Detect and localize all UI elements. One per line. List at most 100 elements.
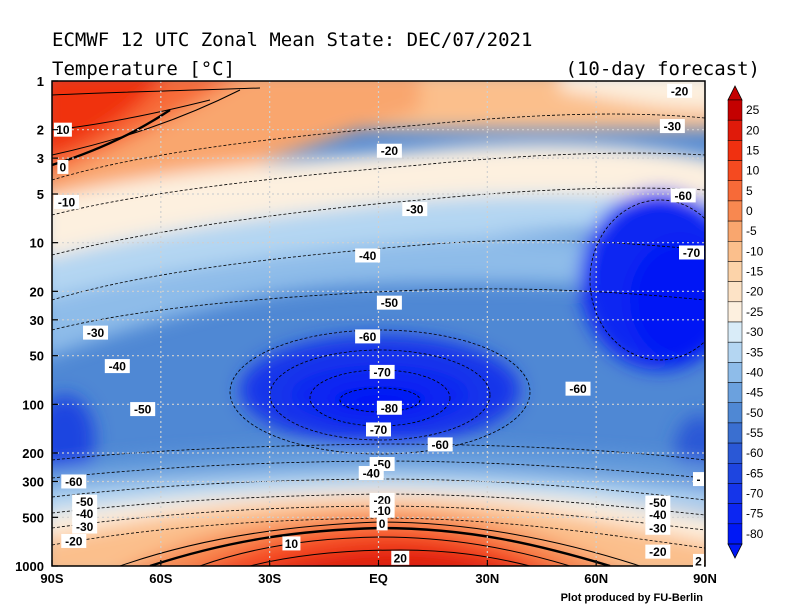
contour-label-text: -80 [381, 401, 399, 415]
x-tick-label: 90S [40, 571, 63, 586]
contour-label-text: 2 [695, 554, 702, 568]
colorbar-tick-label: -45 [746, 386, 764, 400]
contour-label: -70 [369, 364, 395, 379]
colorbar-tick-label: -15 [746, 265, 764, 279]
contour-label-bg [376, 143, 402, 158]
contour-label-bg [358, 466, 384, 481]
colorbar-tick-label: 15 [746, 143, 760, 157]
contour-label: -60 [61, 474, 87, 489]
contour-label-bg [83, 325, 109, 340]
contour-label-bg [376, 295, 402, 310]
contour-label-bg [369, 492, 395, 507]
colorbar-bottom-arrow [727, 543, 743, 559]
contour-label-text: 0 [60, 160, 67, 174]
contour-label-bg [565, 381, 591, 396]
contour-label-text: -50 [649, 496, 667, 510]
contour-label: -60 [565, 381, 591, 396]
contour-label: -60 [355, 329, 381, 344]
y-tick-label: 1 [37, 74, 44, 89]
contour-label: -30 [659, 119, 685, 134]
colorbar-tick-label: -50 [746, 406, 764, 420]
y-tick-label: 5 [37, 187, 44, 202]
contour-label-bg [72, 519, 98, 534]
y-tick-label: 20 [30, 284, 44, 299]
colorbar-swatch [727, 503, 743, 525]
contour-label: -40 [104, 359, 130, 374]
contour-label-text: -10 [58, 195, 76, 209]
colorbar-tick-label: 20 [746, 123, 760, 137]
y-tick-label: 30 [30, 313, 44, 328]
contour-label-text: 20 [394, 551, 408, 565]
y-tick-label: 200 [22, 446, 44, 461]
contour-label-bg [670, 188, 696, 203]
contour-label: -20 [645, 544, 671, 559]
contour-label: -70 [366, 422, 391, 437]
contour-label: -80 [376, 400, 402, 415]
contour-label: 0 [57, 159, 69, 174]
contour-label: 2 [693, 553, 704, 568]
contour-label-text: -20 [381, 144, 399, 158]
x-tick-label: 60N [584, 571, 608, 586]
contour-label-bg [376, 400, 402, 415]
contour-label-text: 0 [379, 517, 386, 531]
contour-label-text: -30 [76, 520, 94, 534]
colorbar-swatch [727, 281, 743, 303]
contour-label: -50 [130, 402, 156, 417]
contour-label-text: - [697, 473, 701, 487]
colorbar-tick-label: -65 [746, 466, 764, 480]
contour-label: -20 [376, 143, 402, 158]
chart-title: ECMWF 12 UTC Zonal Mean State: DEC/07/20… [52, 29, 532, 51]
colorbar-swatch [727, 341, 743, 363]
x-tick-label: 60S [149, 571, 172, 586]
contour-label: -70 [679, 245, 704, 260]
colorbar-swatch [727, 442, 743, 464]
contour-label-text: -40 [359, 249, 377, 263]
contour-label: -10 [54, 194, 80, 209]
colorbar-swatch [727, 200, 743, 222]
contour-label-text: -50 [76, 495, 94, 509]
colorbar-swatch [727, 220, 743, 242]
contour-label-bg [355, 248, 381, 263]
y-tick-label: 2 [37, 123, 44, 138]
y-tick-label: 500 [22, 510, 44, 525]
contour-label-text: -70 [683, 246, 701, 260]
contour-label: -40 [355, 248, 381, 263]
contour-label-text: -40 [76, 507, 94, 521]
contour-label-text: 10 [56, 123, 70, 137]
colorbar-swatch [727, 119, 743, 141]
contour-label-bg [645, 520, 671, 535]
colorbar-tick-label: -70 [746, 487, 764, 501]
y-tick-label: 3 [37, 151, 44, 166]
contour-label: 10 [53, 122, 72, 137]
colorbar-tick-label: -55 [746, 426, 764, 440]
contour-label-bg [366, 422, 391, 437]
y-tick-label: 300 [22, 474, 44, 489]
contour-label-bg [72, 494, 98, 509]
colorbar-tick-label: -80 [746, 527, 764, 541]
colorbar-swatch [727, 160, 743, 181]
contour-label-bg [693, 472, 704, 487]
x-axis: 90S 60S 30S EQ 30N 60N 90N [40, 560, 717, 586]
colorbar-swatch [727, 402, 743, 424]
contour-label: -30 [72, 519, 98, 534]
colorbar-tick-label: 5 [746, 184, 753, 198]
colorbar-swatch [727, 301, 743, 323]
x-tick-label: 90N [693, 571, 717, 586]
contour-label-bg [376, 516, 388, 531]
contour-label-bg [391, 550, 410, 565]
contour-label-bg [53, 122, 72, 137]
contour-label-bg [645, 495, 671, 510]
contour-label: -30 [645, 520, 671, 535]
contour-label-text: -70 [373, 365, 391, 379]
contour-label-bg [645, 544, 671, 559]
contour-label-text: -40 [649, 508, 667, 522]
contour-label-bg [130, 402, 156, 417]
forecast-label: (10-day forecast) [566, 58, 760, 80]
contour-label-text: 10 [285, 537, 299, 551]
colorbar-tick-label: 25 [746, 103, 760, 117]
contour-label: -50 [645, 495, 671, 510]
contour-label-bg [104, 359, 130, 374]
colorbar-tick-label: 10 [746, 164, 760, 178]
colorbar-tick-label: -10 [746, 244, 764, 258]
contour-label-bg [369, 364, 395, 379]
